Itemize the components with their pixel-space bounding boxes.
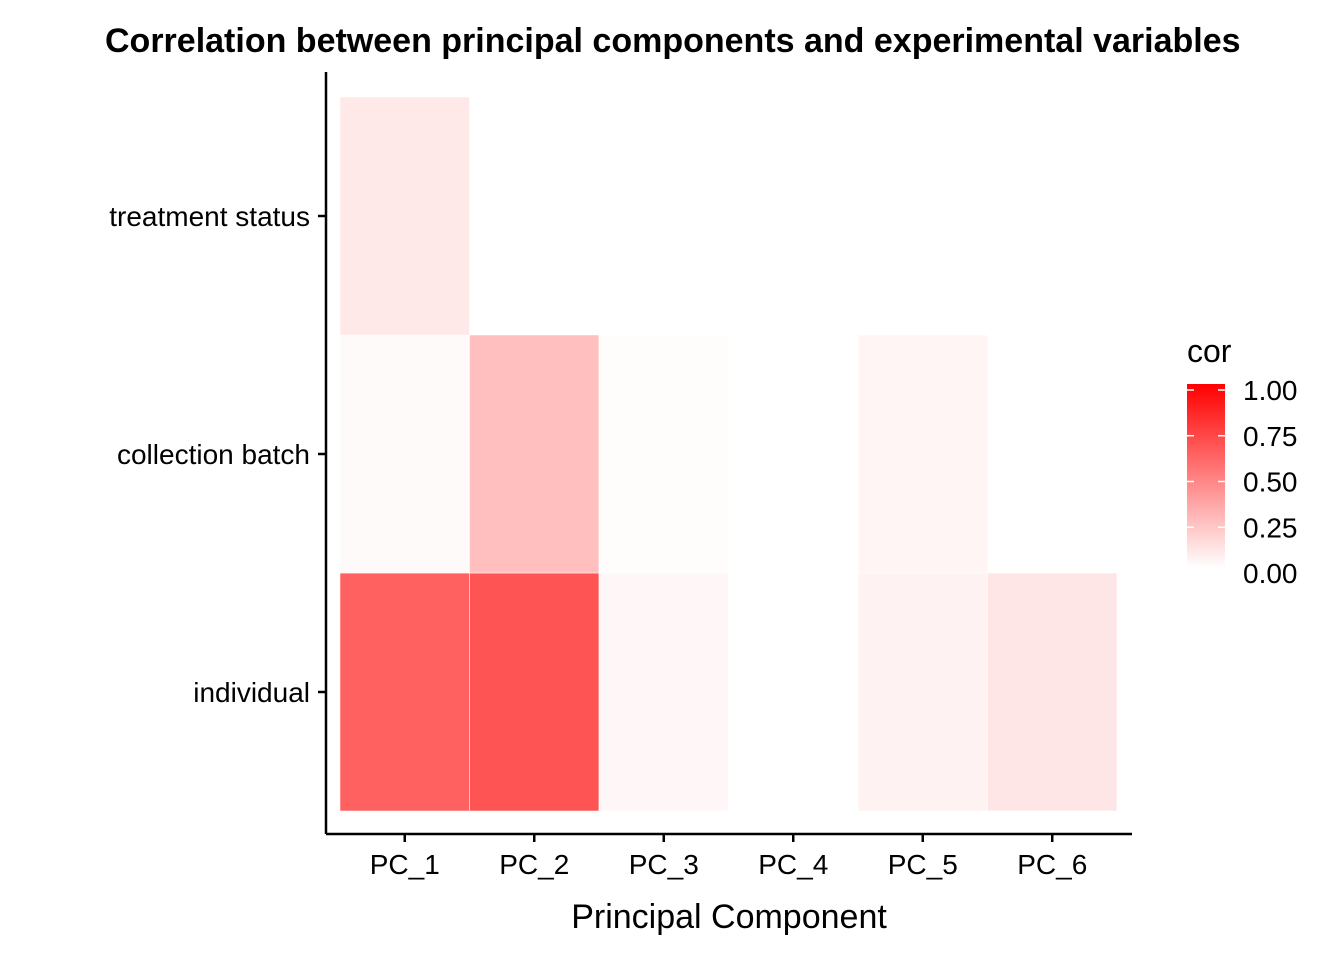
cell-individual-PC_1 (339, 572, 470, 812)
y-tick-label: collection batch (117, 439, 310, 470)
cell-treatment-status-PC_1 (339, 96, 470, 336)
legend-tick-label: 0.75 (1243, 421, 1298, 452)
color-legend: cor 0.00 0.25 0.50 0.75 1.00 (1187, 333, 1298, 589)
x-tick-label: PC_1 (370, 849, 440, 880)
cell-individual-PC_2 (469, 572, 600, 812)
chart-title: Correlation between principal components… (105, 22, 1241, 60)
cell-collection-batch-PC_2 (469, 334, 600, 574)
x-tick-label: PC_6 (1017, 849, 1087, 880)
x-tick-label: PC_4 (758, 849, 828, 880)
cell-treatment-status-PC_3 (599, 97, 729, 335)
legend-tick-label: 0.00 (1243, 558, 1298, 589)
y-tick-label: treatment status (109, 201, 310, 232)
cell-treatment-status-PC_6 (987, 97, 1117, 335)
cell-collection-batch-PC_5 (857, 334, 988, 574)
cell-collection-batch-PC_4 (728, 335, 858, 573)
heatmap-cells (339, 96, 1118, 812)
x-tick-label: PC_5 (888, 849, 958, 880)
legend-tick-label: 1.00 (1243, 375, 1298, 406)
cell-individual-PC_5 (857, 572, 988, 812)
cell-individual-PC_6 (987, 572, 1118, 812)
x-axis-title: Principal Component (571, 898, 887, 936)
y-tick-label: individual (193, 677, 310, 708)
cell-collection-batch-PC_6 (987, 335, 1117, 573)
cell-individual-PC_4 (728, 573, 858, 811)
y-axis-ticks: individual collection batch treatment stat… (109, 201, 326, 708)
legend-tick-label: 0.50 (1243, 467, 1298, 498)
cell-treatment-status-PC_5 (858, 97, 988, 335)
legend-title: cor (1187, 333, 1232, 369)
cell-collection-batch-PC_1 (339, 334, 470, 574)
cell-treatment-status-PC_4 (728, 97, 858, 335)
legend-color-bar (1187, 384, 1225, 568)
legend-tick-label: 0.25 (1243, 512, 1298, 543)
x-axis-ticks: PC_1 PC_2 PC_3 PC_4 PC_5 PC_6 (370, 834, 1087, 880)
cell-individual-PC_3 (598, 572, 729, 812)
x-tick-label: PC_2 (499, 849, 569, 880)
cell-collection-batch-PC_3 (598, 334, 729, 574)
x-tick-label: PC_3 (629, 849, 699, 880)
cell-treatment-status-PC_2 (469, 97, 599, 335)
